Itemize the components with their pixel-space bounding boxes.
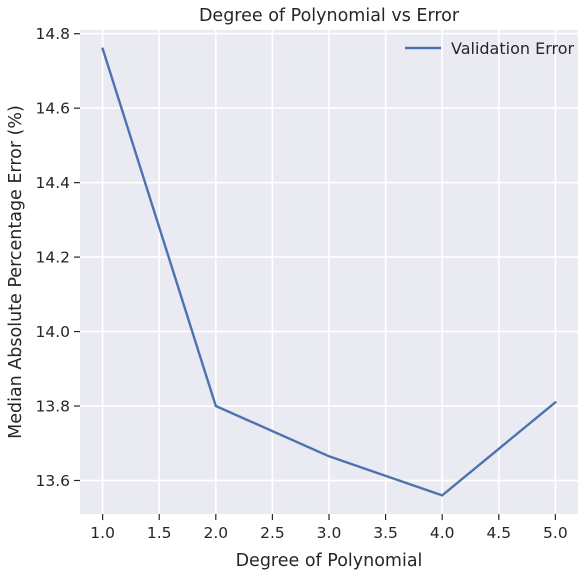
legend: Validation Error	[405, 39, 575, 58]
x-tick-label: 5.0	[543, 524, 568, 542]
x-tick-label: 4.5	[486, 524, 511, 542]
x-tick-label: 2.0	[203, 524, 228, 542]
x-tick-label: 2.5	[260, 524, 285, 542]
legend-label: Validation Error	[451, 39, 575, 58]
chart-title: Degree of Polynomial vs Error	[199, 6, 460, 26]
x-tick-label: 1.0	[90, 524, 115, 542]
x-tick-label: 3.5	[373, 524, 398, 542]
x-tick-label: 3.0	[317, 524, 342, 542]
x-axis-ticks: 1.0 1.5 2.0 2.5 3.0 3.5 4.0 4.5 5.0	[90, 514, 568, 542]
y-tick-label: 14.2	[35, 249, 70, 267]
y-tick-label: 14.4	[35, 174, 70, 192]
grid-lines	[80, 30, 578, 514]
y-axis-label: Median Absolute Percentage Error (%)	[6, 105, 26, 439]
x-axis-label: Degree of Polynomial	[236, 551, 423, 571]
y-axis-ticks: 13.6 13.8 14.0 14.2 14.4 14.6 14.8	[35, 25, 80, 490]
y-tick-label: 13.6	[35, 472, 70, 490]
x-tick-label: 1.5	[147, 524, 172, 542]
y-tick-label: 14.6	[35, 100, 70, 118]
series-line	[101, 47, 557, 497]
y-tick-label: 14.0	[35, 323, 70, 341]
series-layer	[101, 47, 557, 497]
x-tick-label: 4.0	[430, 524, 455, 542]
y-tick-label: 13.8	[35, 398, 70, 416]
y-tick-label: 14.8	[35, 25, 70, 43]
